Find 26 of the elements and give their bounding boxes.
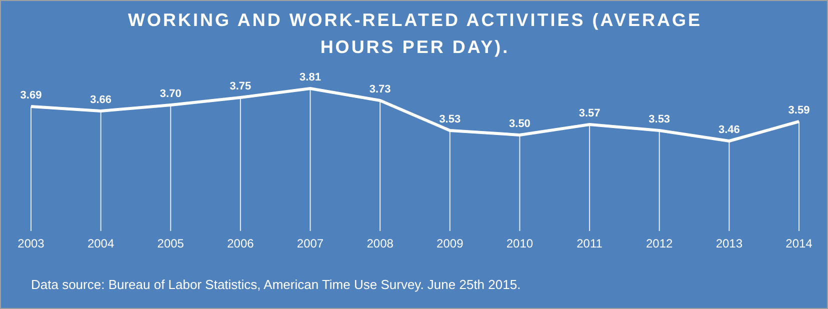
data-label: 3.50 bbox=[509, 118, 530, 130]
x-tick-label: 2013 bbox=[716, 236, 743, 251]
x-tick-label: 2005 bbox=[157, 236, 184, 251]
data-label: 3.59 bbox=[788, 104, 810, 116]
data-label: 3.73 bbox=[369, 84, 391, 96]
x-tick-label: 2012 bbox=[646, 236, 674, 251]
chart-title: WORKING AND WORK-RELATED ACTIVITIES (AVERAGE HOURS PER DAY). bbox=[127, 9, 703, 59]
x-tick-label: 2010 bbox=[506, 236, 534, 251]
data-label: 3.57 bbox=[578, 108, 600, 120]
data-label: 3.66 bbox=[90, 94, 112, 106]
data-label: 3.46 bbox=[718, 124, 740, 136]
data-label: 3.75 bbox=[230, 80, 252, 92]
source-note: Data source: Bureau of Labor Statistics, American Time Use Survey. June 25th 2015. bbox=[31, 277, 521, 292]
data-label: 3.70 bbox=[160, 88, 182, 100]
data-label: 3.81 bbox=[300, 72, 321, 84]
data-label: 3.69 bbox=[20, 90, 42, 102]
x-tick-label: 2004 bbox=[87, 236, 114, 251]
x-tick-label: 2006 bbox=[227, 236, 254, 251]
x-tick-label: 2014 bbox=[786, 236, 813, 251]
data-label: 3.53 bbox=[439, 114, 461, 126]
x-tick-label: 2011 bbox=[576, 236, 603, 251]
x-tick-label: 2007 bbox=[296, 236, 324, 251]
x-tick-label: 2008 bbox=[366, 236, 394, 251]
data-label: 3.53 bbox=[648, 114, 670, 126]
x-tick-label: 2009 bbox=[436, 236, 464, 251]
x-tick-label: 2003 bbox=[18, 236, 45, 251]
